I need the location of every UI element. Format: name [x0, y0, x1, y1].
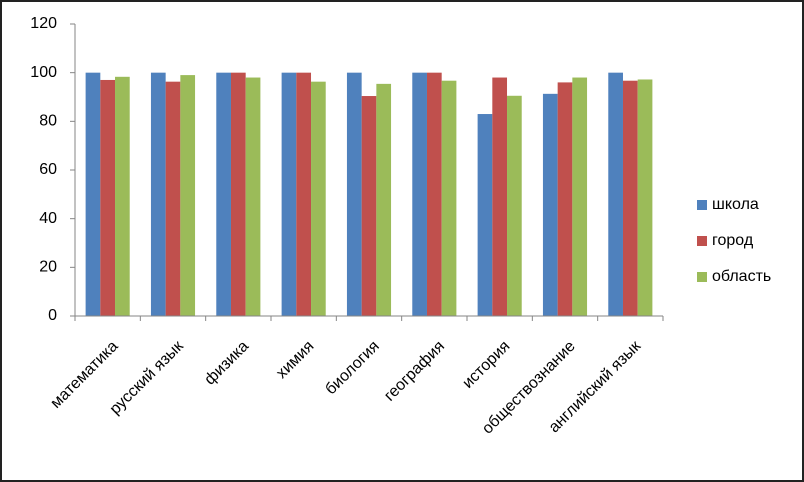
- bar: [441, 80, 457, 317]
- y-tick-label: 100: [30, 64, 57, 81]
- legend-swatch: [697, 236, 707, 246]
- bar: [216, 72, 231, 317]
- bar: [85, 72, 101, 317]
- legend-swatch: [697, 272, 707, 282]
- bar: [150, 72, 166, 317]
- bar: [426, 72, 442, 317]
- bar: [230, 72, 246, 317]
- bar: [542, 93, 558, 316]
- bar: [346, 72, 362, 317]
- bar: [115, 76, 130, 316]
- bar: [165, 81, 181, 316]
- legend-label: город: [712, 232, 754, 249]
- bar: [608, 72, 623, 317]
- y-tick-label: 60: [39, 161, 57, 178]
- bar: [557, 82, 573, 317]
- y-tick-label: 20: [39, 259, 57, 276]
- bar: [572, 77, 588, 317]
- bar: [180, 75, 196, 316]
- y-tick-label: 40: [39, 210, 57, 227]
- legend-label: область: [712, 268, 771, 285]
- bar: [311, 81, 326, 316]
- bar: [376, 83, 392, 316]
- y-tick-label: 0: [48, 307, 57, 324]
- bar: [281, 72, 297, 317]
- bar: [637, 79, 653, 316]
- legend-label: школа: [712, 196, 759, 213]
- bar: [412, 72, 427, 317]
- bar: [492, 77, 508, 317]
- bar: [100, 79, 116, 316]
- bar: [622, 80, 638, 317]
- bar: [296, 72, 312, 317]
- y-tick-label: 120: [30, 15, 57, 32]
- legend-swatch: [697, 200, 707, 210]
- bar: [477, 114, 493, 317]
- y-tick-label: 80: [39, 113, 57, 130]
- bar: [245, 77, 261, 317]
- bar: [507, 95, 522, 317]
- bar: [361, 96, 377, 316]
